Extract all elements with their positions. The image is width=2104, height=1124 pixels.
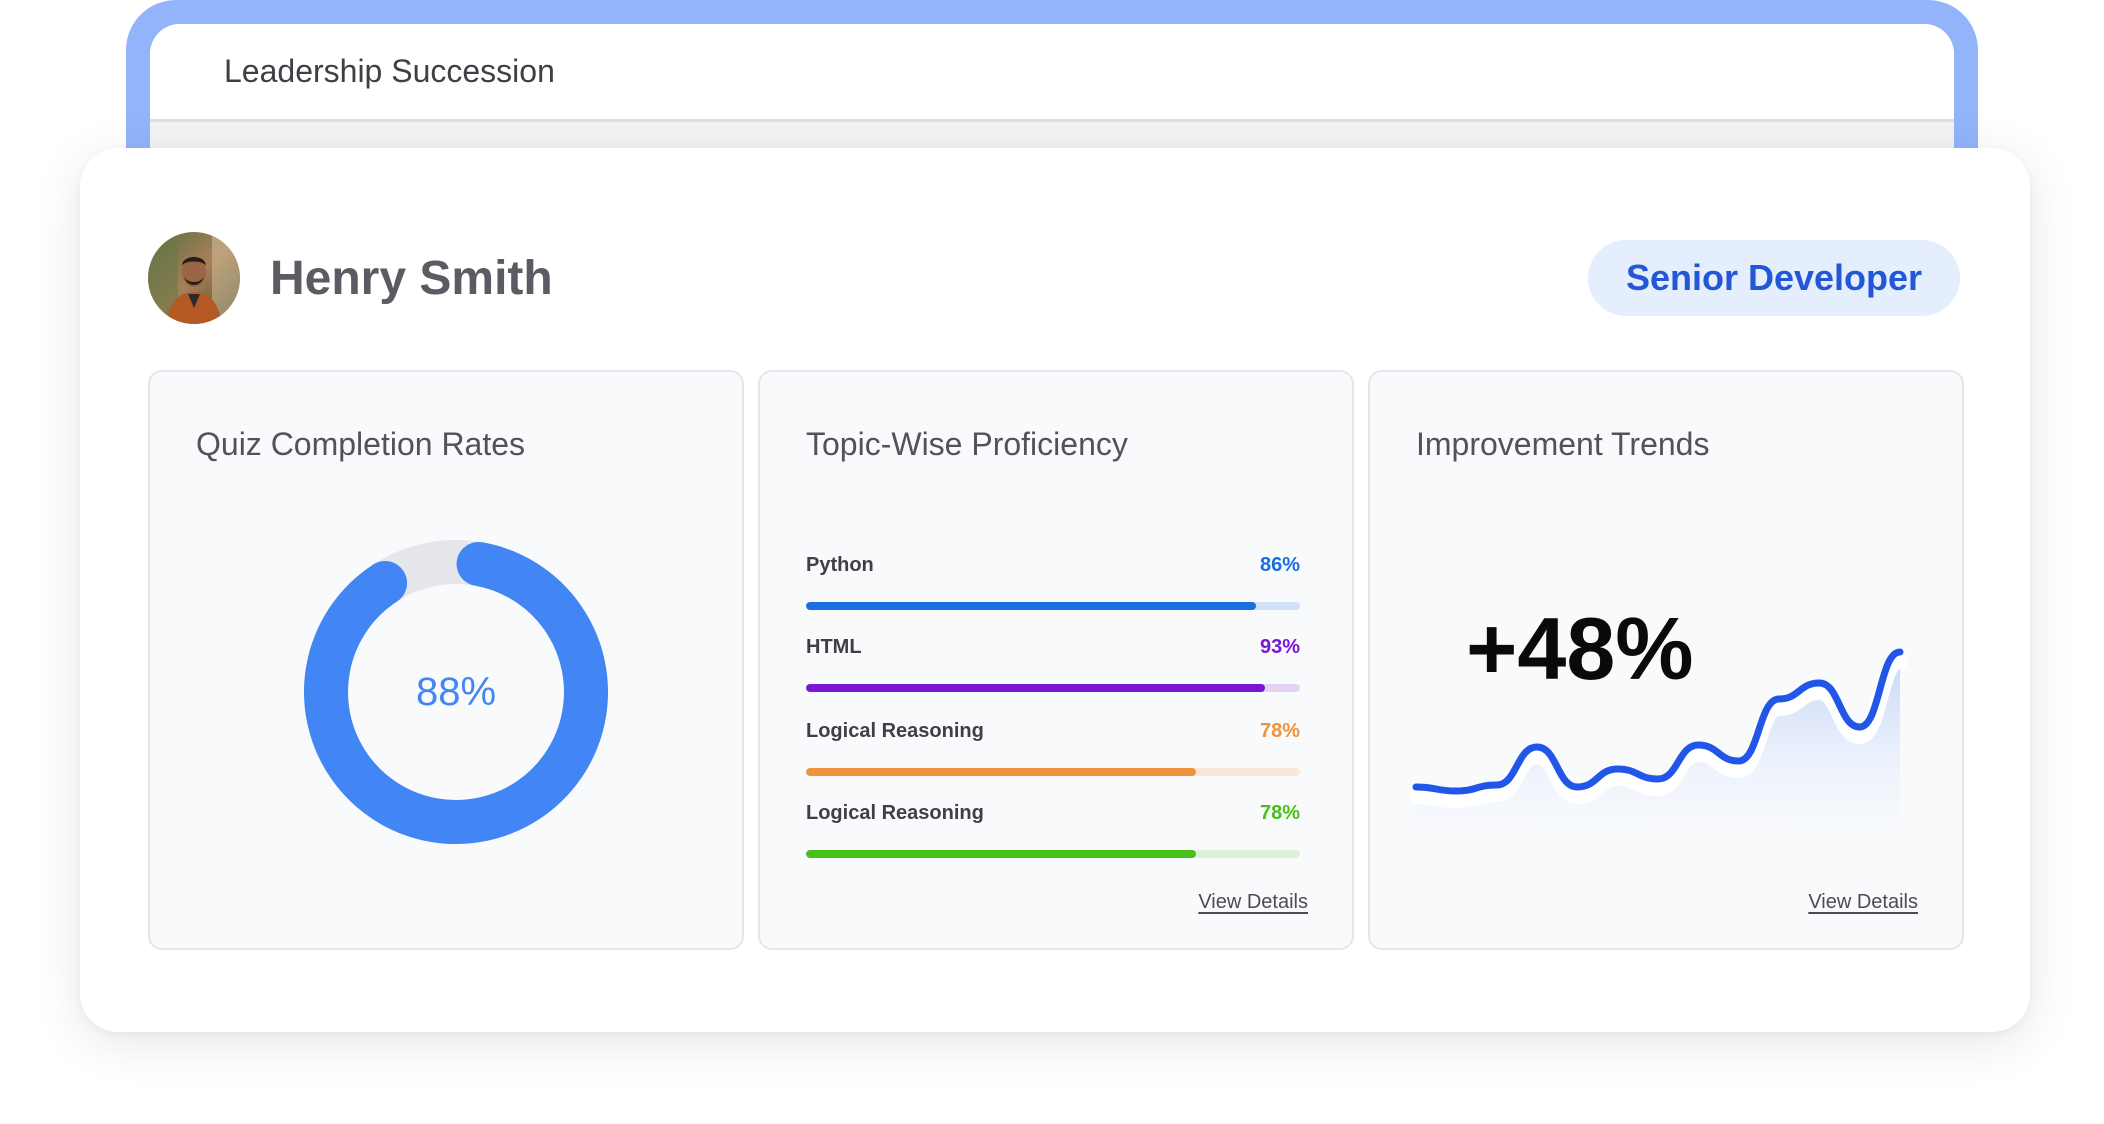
topic-progress-track <box>806 684 1300 692</box>
topic-progress-track <box>806 768 1300 776</box>
trend-line <box>1412 648 1904 795</box>
avatar-photo <box>148 232 240 324</box>
topic-percent: 93% <box>1259 635 1300 658</box>
topic-progress-track <box>806 850 1300 858</box>
avatar[interactable] <box>148 232 240 324</box>
view-details-link[interactable]: View Details <box>1808 891 1918 913</box>
topic-progress-fill <box>806 768 1197 776</box>
topic-name: HTML <box>806 635 862 658</box>
trend-value: +48% <box>1466 599 1694 698</box>
role-badge: Senior Developer <box>1588 240 1960 316</box>
completion-donut-chart: 88% <box>286 522 626 862</box>
panel-title: Topic-Wise Proficiency <box>806 426 1128 462</box>
donut-svg <box>304 540 608 844</box>
back-window-title: Leadership Succession <box>224 53 555 89</box>
topic-progress-track <box>806 602 1300 610</box>
quiz-completion-panel: Quiz Completion Rates 88% <box>148 370 744 950</box>
topic-percent: 78% <box>1259 719 1300 742</box>
trend-line-halo <box>1410 653 1908 808</box>
back-window-titlebar: Leadership Succession <box>150 24 1954 122</box>
topic-row: HTML 93% <box>806 632 1300 692</box>
user-name: Henry Smith <box>270 251 553 305</box>
topic-proficiency-panel: Topic-Wise Proficiency Python 86% HTML 9… <box>758 370 1354 950</box>
trend-area <box>1416 652 1900 822</box>
topic-name: Logical Reasoning <box>806 801 984 824</box>
trend-sparkline <box>1410 648 1908 822</box>
panel-title: Quiz Completion Rates <box>196 426 526 462</box>
view-details-link[interactable]: View Details <box>1198 891 1308 913</box>
panel-title: Improvement Trends <box>1416 426 1710 462</box>
donut-progress-arc <box>304 540 608 844</box>
profile-card: Henry Smith Senior Developer Quiz Comple… <box>80 148 2030 1032</box>
topic-percent: 86% <box>1259 553 1300 576</box>
donut-value-label: 88% <box>415 669 497 714</box>
topic-row: Logical Reasoning 78% <box>806 798 1300 858</box>
topic-row: Python 86% <box>806 550 1300 610</box>
profile-header: Henry Smith <box>148 232 553 324</box>
topic-progress-fill <box>806 684 1266 692</box>
topic-progress-fill <box>806 850 1197 858</box>
improvement-trends-panel: Improvement Trends +48% View Details <box>1368 370 1964 950</box>
topic-name: Python <box>806 553 874 576</box>
topic-row: Logical Reasoning 78% <box>806 716 1300 776</box>
topic-progress-fill <box>806 602 1256 610</box>
topic-name: Logical Reasoning <box>806 719 984 742</box>
topic-percent: 78% <box>1259 801 1300 824</box>
